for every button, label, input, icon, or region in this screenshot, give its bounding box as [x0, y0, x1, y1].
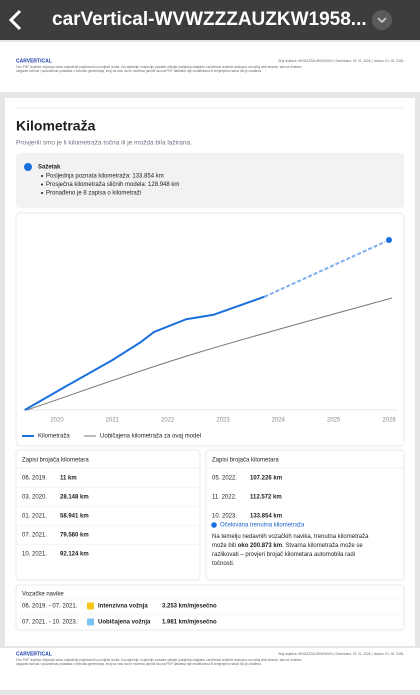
menu-button[interactable]	[372, 10, 392, 30]
x-tick-label: 2020	[50, 418, 64, 424]
table-title: Zapisi brojača kilometara	[22, 458, 89, 464]
disclaimer: Ovo PDF izvješće uključuje samo najvažni…	[16, 65, 302, 69]
habit-period: 07. 2021. - 10. 2023.	[22, 620, 78, 626]
record-km: 28.148 km	[60, 495, 89, 501]
habit-swatch	[87, 618, 94, 626]
info-icon	[24, 163, 32, 171]
info-icon	[211, 522, 217, 528]
x-tick-label: 2026	[382, 418, 396, 424]
x-tick-label: 2025	[327, 418, 341, 424]
average-line	[26, 297, 393, 411]
text-part: može biti	[212, 543, 238, 549]
expected-text: može biti oko 200.873 km. Stvarna kilome…	[212, 543, 363, 549]
habit-swatch	[87, 602, 94, 610]
app-bar	[0, 0, 420, 40]
projection-line	[264, 239, 390, 298]
record-date: 05. 2022.	[212, 476, 237, 482]
records-left	[15, 449, 201, 581]
record-km: 92.124 km	[60, 552, 89, 558]
expected-text: Na temelju nedavnih vozačkih navika, tre…	[212, 534, 369, 540]
habits-box	[15, 584, 405, 631]
summary-item: Pronađeno je 8 zapisa o kilometraži	[46, 191, 141, 197]
page-strip	[0, 648, 420, 690]
record-date: 07. 2021.	[22, 533, 47, 539]
records-right	[205, 449, 405, 581]
text-part: Na temelju nedavnih vozačkih navika, tre…	[212, 534, 369, 540]
record-km: 133.854 km	[250, 514, 282, 520]
disclaimer: osigurati točnost i pouzdanost podataka …	[16, 69, 262, 73]
record-date: 06. 2019.	[22, 476, 47, 482]
summary-item: Posljednja poznata kilometraža: 133.854 …	[46, 174, 164, 180]
bullet	[41, 192, 43, 194]
expected-title: Očekivana trenutna kilometraža	[220, 523, 305, 529]
logo: CARVERTICAL	[16, 651, 52, 657]
bullet	[41, 183, 43, 186]
record-km: 79.580 km	[60, 533, 89, 539]
habits-title: Vozačke navike	[22, 592, 64, 598]
disclaimer: Ovo PDF izvješće uključuje samo najvažni…	[16, 658, 302, 662]
record-date: 10. 2021.	[22, 552, 47, 558]
record-km: 112.572 km	[250, 495, 282, 501]
habit-rate: 1.981 km/mjesečno	[162, 620, 217, 626]
table-title: Zapisi brojača kilometara	[212, 458, 279, 464]
text-part: točnosti.	[212, 561, 235, 567]
record-km: 58.941 km	[60, 514, 89, 520]
record-date: 03. 2020.	[22, 495, 47, 501]
mileage-line	[24, 295, 265, 411]
record-km: 107.226 km	[250, 476, 282, 482]
report-info: Broj izvješća: WVWZZZAUZKW19520 | Generi…	[279, 59, 405, 63]
summary-item: Prosječna kilometraža sličnih modela: 12…	[46, 182, 179, 188]
legend-label: Uobičajena kilometraža za ovaj model	[100, 434, 201, 440]
habit-type: Intenzivna vožnja	[98, 604, 148, 610]
chart-card	[15, 212, 405, 447]
x-tick-label: 2024	[272, 418, 286, 424]
record-date: 11. 2022.	[212, 495, 237, 501]
report-info: Broj izvješća: WVWZZZAUZKW19520 | Generi…	[279, 652, 405, 656]
logo: CARVERTICAL	[16, 58, 52, 64]
expected-point	[385, 236, 393, 244]
summary-box	[16, 153, 404, 208]
summary-title: Sažetak	[38, 165, 61, 171]
record-km: 11 km	[60, 476, 77, 482]
section-subtitle: Provjerili smo je li kilometraža točna i…	[16, 140, 192, 147]
page-strip	[0, 42, 420, 92]
expected-text: razlikovati – provjeri brojač kilometara…	[212, 552, 355, 558]
record-date: 01. 2021.	[22, 514, 47, 520]
habit-type: Uobičajena vožnja	[98, 620, 151, 626]
text-part: . Stvarna kilometraža može se	[282, 543, 363, 549]
x-tick-label: 2022	[161, 418, 175, 424]
document-title: carVertical-WVWZZZAUZKW1958...	[52, 9, 367, 30]
text-part: razlikovati – provjeri brojač kilometara…	[212, 552, 355, 558]
section-title: Kilometraža	[16, 118, 96, 134]
x-tick-label: 2023	[216, 418, 230, 424]
legend-label: Kilometraža	[38, 434, 70, 440]
back-button[interactable]	[8, 9, 22, 31]
habit-period: 06. 2019. - 07. 2021.	[22, 604, 78, 610]
bullet	[41, 175, 43, 177]
habit-rate: 3.253 km/mjesečno	[162, 604, 217, 610]
disclaimer: osigurati točnost i pouzdanost podataka …	[16, 662, 262, 666]
chevron	[377, 17, 387, 24]
text-part: oko 200.873 km	[238, 543, 282, 549]
record-date: 10. 2023.	[212, 514, 237, 520]
expected-text: točnosti.	[212, 561, 235, 567]
x-tick-label: 2021	[106, 418, 120, 424]
